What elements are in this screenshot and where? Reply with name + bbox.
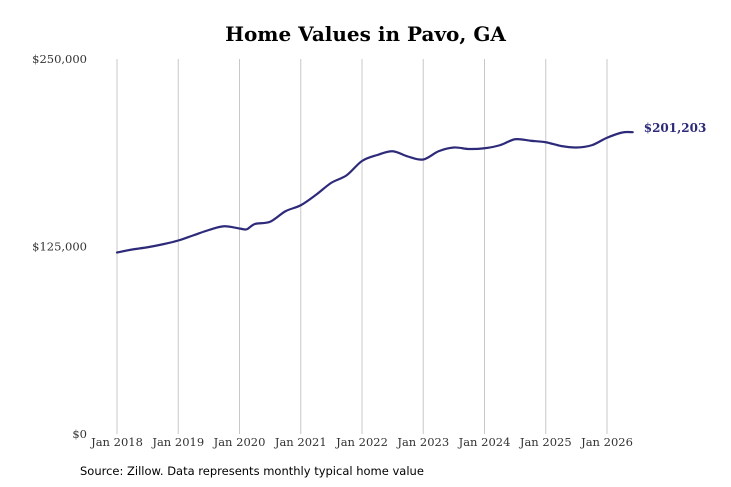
end-value-label: $201,203 bbox=[644, 121, 707, 135]
x-tick-label: Jan 2019 bbox=[151, 435, 204, 449]
y-tick-label: $250,000 bbox=[32, 52, 87, 66]
source-note: Source: Zillow. Data represents monthly … bbox=[80, 464, 424, 478]
chart-title: Home Values in Pavo, GA bbox=[225, 22, 506, 46]
x-tick-label: Jan 2026 bbox=[580, 435, 633, 449]
y-tick-label: $125,000 bbox=[32, 240, 87, 254]
x-tick-label: Jan 2023 bbox=[396, 435, 449, 449]
series-line bbox=[115, 130, 634, 254]
x-tick-label: Jan 2024 bbox=[458, 435, 511, 449]
x-tick-label: Jan 2018 bbox=[90, 435, 143, 449]
x-tick-label: Jan 2022 bbox=[335, 435, 388, 449]
y-tick-label: $0 bbox=[72, 427, 87, 441]
x-tick-label: Jan 2020 bbox=[213, 435, 266, 449]
x-tick-label: Jan 2021 bbox=[274, 435, 327, 449]
x-tick-label: Jan 2025 bbox=[519, 435, 572, 449]
